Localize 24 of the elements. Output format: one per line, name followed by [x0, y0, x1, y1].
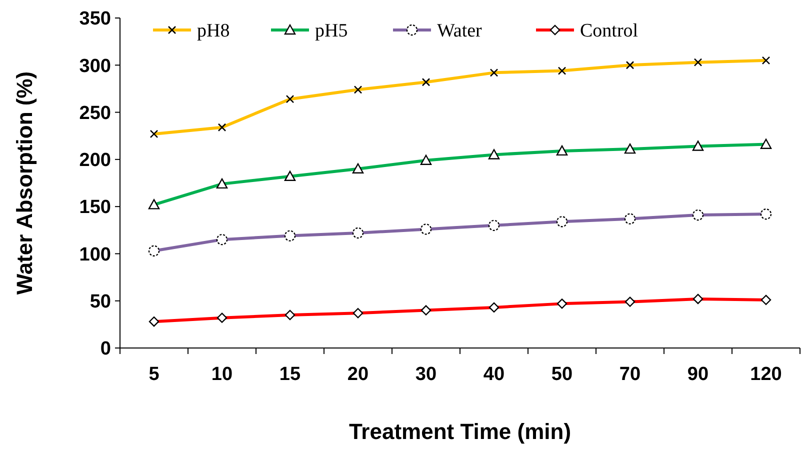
x-axis-title: Treatment Time (min) [348, 419, 572, 444]
legend-label: Water [437, 20, 483, 42]
x-tick-label: 120 [750, 364, 782, 385]
y-axis-title: Water Absorption (%) [12, 71, 37, 295]
legend-label: pH8 [197, 20, 230, 42]
x-tick-label: 70 [619, 364, 641, 385]
y-tick-label: 250 [79, 102, 111, 124]
x-tick-label: 20 [347, 364, 369, 385]
y-tick-label: 350 [79, 8, 111, 30]
y-tick-label: 150 [79, 197, 111, 218]
x-tick-label: 50 [551, 364, 573, 385]
y-tick-label: 100 [79, 244, 111, 266]
x-tick-label: 5 [148, 364, 160, 385]
y-tick-label: 300 [79, 56, 111, 77]
x-tick-label: 90 [687, 364, 709, 385]
x-tick-label: 40 [483, 364, 505, 385]
x-tick-label: 15 [279, 364, 301, 385]
y-tick-label: 0 [100, 338, 111, 360]
y-tick-label: 50 [90, 292, 111, 313]
x-tick-label: 10 [211, 364, 233, 385]
legend-label: Control [580, 20, 638, 42]
x-tick-label: 30 [415, 364, 437, 385]
legend-label: pH5 [315, 20, 348, 42]
y-tick-label: 200 [79, 150, 111, 172]
